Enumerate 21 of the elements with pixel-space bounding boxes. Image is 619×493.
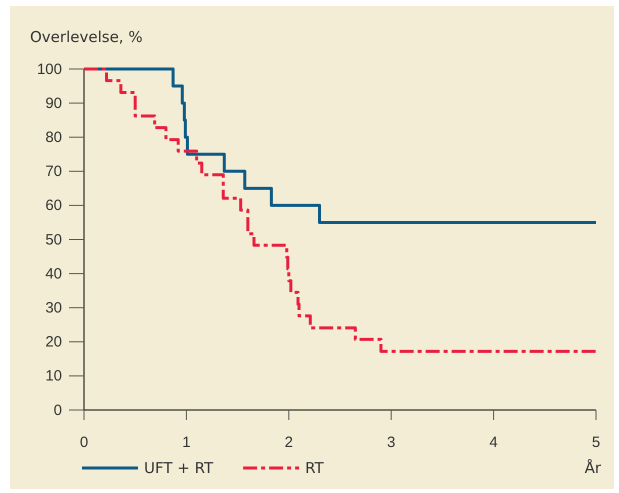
y-tick-label: 100 — [36, 60, 62, 78]
x-tick-label: 5 — [592, 434, 600, 451]
y-tick-label: 10 — [45, 368, 62, 385]
y-tick-label: 60 — [45, 197, 62, 214]
y-axis-title: Overlevelse, % — [30, 28, 143, 46]
legend-label: RT — [305, 459, 324, 477]
x-tick-label: 1 — [182, 434, 191, 451]
x-tick-label: 4 — [489, 434, 498, 451]
x-axis-title: År — [584, 459, 602, 477]
x-tick-label: 2 — [284, 434, 293, 451]
x-tick-label: 0 — [80, 434, 88, 451]
y-tick-label: 50 — [45, 231, 62, 248]
x-tick-label: 3 — [387, 434, 396, 451]
y-tick-label: 40 — [45, 265, 62, 282]
legend-label: UFT + RT — [144, 459, 214, 477]
y-tick-label: 70 — [45, 163, 62, 180]
y-tick-label: 90 — [45, 94, 62, 112]
y-tick-label: 20 — [45, 334, 62, 351]
y-tick-label: 80 — [45, 129, 62, 146]
y-tick-label: 30 — [45, 300, 62, 316]
y-tick-label: 0 — [54, 402, 62, 419]
